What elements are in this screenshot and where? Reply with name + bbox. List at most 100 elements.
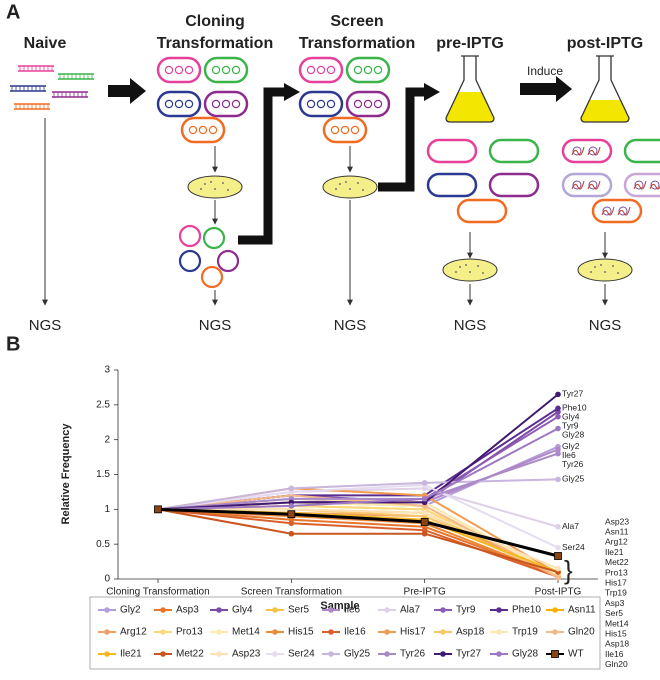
colony — [455, 271, 457, 273]
plasmid — [178, 249, 202, 273]
legend-marker — [384, 629, 390, 635]
end-label: Tyr26 — [562, 459, 584, 469]
point — [555, 476, 561, 483]
legend-marker — [328, 651, 334, 657]
point — [555, 446, 561, 453]
plasmid — [164, 99, 174, 109]
flask-liquid — [581, 100, 629, 122]
point — [555, 565, 561, 572]
ngs-label: NGS — [199, 317, 232, 334]
colony — [222, 182, 224, 184]
legend-marker — [551, 650, 559, 658]
point — [555, 405, 561, 412]
legend-label: Gln20 — [568, 627, 595, 638]
connector-head — [284, 83, 300, 101]
y-tick-label: 3 — [104, 365, 110, 376]
point — [555, 413, 561, 420]
plasmid — [330, 125, 340, 135]
end-label: Asp23 — [605, 516, 629, 526]
plate — [322, 175, 378, 199]
point — [555, 523, 561, 530]
legend-label: Phe10 — [512, 605, 541, 616]
plasmid — [588, 146, 598, 156]
colony — [214, 188, 216, 190]
end-label: Arg12 — [605, 537, 628, 547]
plasmid — [184, 99, 194, 109]
end-label: Ser5 — [605, 608, 623, 618]
series-line — [157, 407, 559, 511]
legend-marker — [552, 629, 558, 635]
legend-marker — [384, 651, 390, 657]
legend-label: Pro13 — [176, 627, 203, 638]
legend-label: Tyr26 — [400, 649, 425, 660]
gene — [633, 180, 647, 190]
colony — [362, 189, 364, 191]
ngs-label: NGS — [589, 317, 622, 334]
colony — [227, 189, 229, 191]
legend-label: Tyr9 — [456, 605, 476, 616]
plasmid — [231, 65, 241, 75]
ngs-label: NGS — [454, 317, 487, 334]
end-label: Phe10 — [562, 403, 587, 413]
legend-label: Ile21 — [120, 649, 142, 660]
point — [288, 503, 295, 509]
legend-label: Ser5 — [288, 605, 310, 616]
plasmid — [306, 65, 316, 75]
step-title: Cloning — [185, 13, 245, 30]
colony — [345, 181, 347, 183]
legend-label: Met14 — [232, 627, 260, 638]
legend-marker — [440, 629, 446, 635]
colony — [594, 266, 596, 268]
legend-label: Gly28 — [512, 649, 539, 660]
gene — [649, 183, 660, 190]
series-line — [157, 508, 559, 577]
colony — [339, 183, 341, 185]
plasmid-cell — [203, 90, 249, 118]
end-label: Pro13 — [605, 567, 628, 577]
legend-marker — [272, 651, 278, 657]
legend-label: Trp19 — [512, 627, 538, 638]
point — [421, 480, 428, 486]
legend-label: Arg12 — [120, 627, 147, 638]
colony — [465, 264, 467, 266]
colony — [590, 271, 592, 273]
plasmid — [373, 99, 383, 109]
end-label: Gly4 — [562, 412, 580, 422]
panel-label: B — [6, 333, 20, 355]
connector-head — [424, 83, 440, 101]
plasmid — [353, 65, 363, 75]
plasmid — [326, 65, 336, 75]
plasmid-cell — [156, 56, 202, 84]
plate — [187, 175, 243, 199]
plasmid — [588, 180, 598, 190]
x-tick-label: Post-IPTG — [535, 587, 582, 598]
legend-label: Gly2 — [120, 605, 141, 616]
legend-label: Ile6 — [344, 605, 361, 616]
step-title: Naive — [24, 35, 67, 52]
flask — [580, 56, 630, 123]
end-label: Tyr27 — [562, 389, 584, 399]
plasmid-cell — [345, 90, 391, 118]
legend-marker — [216, 651, 222, 657]
y-tick-label: 0.5 — [96, 539, 110, 550]
plasmid — [306, 99, 316, 109]
plasmid — [618, 206, 628, 216]
plasmid — [572, 146, 582, 156]
plasmid-cell — [322, 116, 368, 144]
legend-marker — [496, 607, 502, 613]
bracket: } — [564, 555, 573, 585]
plasmid — [572, 180, 582, 190]
point — [555, 391, 561, 398]
cell — [623, 138, 660, 164]
cell — [426, 138, 478, 164]
legend-marker — [272, 607, 278, 613]
end-label: Ala7 — [562, 521, 579, 531]
plasmid — [211, 99, 221, 109]
legend-label: Met22 — [176, 649, 204, 660]
step-title: Transformation — [299, 35, 415, 52]
legend-marker — [216, 607, 222, 613]
series-line — [158, 508, 559, 570]
cell — [561, 172, 613, 198]
plasmid-cell — [180, 116, 226, 144]
point — [288, 530, 295, 537]
